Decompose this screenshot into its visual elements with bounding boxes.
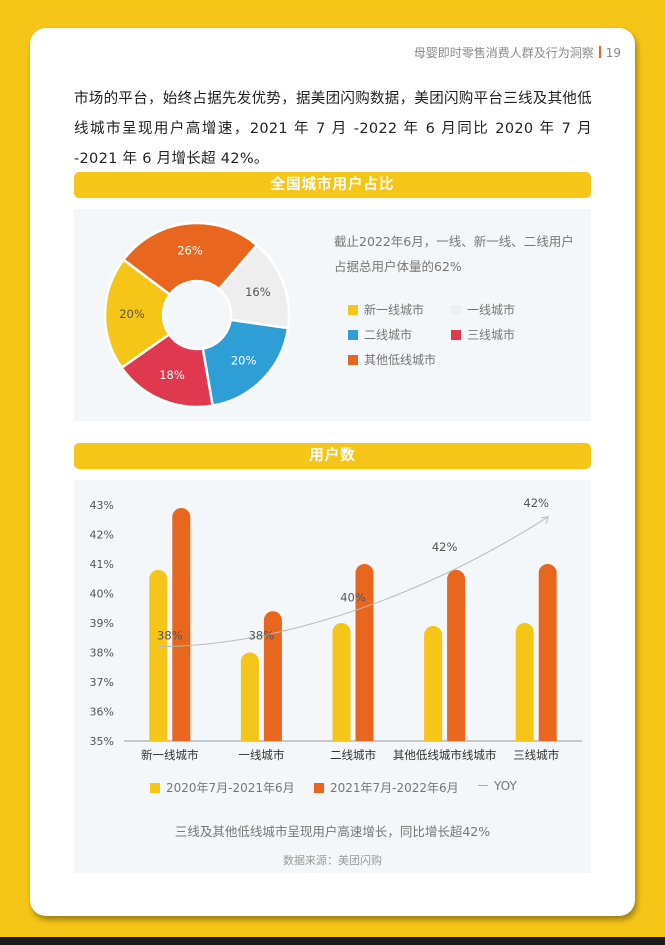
bar-panel: 43% 42% 41% 40% 39% 38% 37% 36% 35% 新一线城市 一线城市 二线城市…: [74, 480, 591, 873]
section-banner-city-share: 全国城市用户占比: [74, 172, 591, 198]
pie-legend-item: 其他低线城市: [348, 351, 436, 368]
legend-label: 一线城市: [467, 303, 516, 317]
page-bottom-border: [0, 937, 665, 945]
pie-legend-item: 二线城市: [348, 326, 412, 343]
bar: [240, 652, 259, 741]
pie-slice: [201, 318, 290, 408]
y-tick-label: 36%: [90, 706, 114, 719]
pie-slice-label: 26%: [177, 243, 203, 257]
header-title: 母婴即时零售消费人群及行为洞察: [413, 46, 594, 60]
yoy-label: 40%: [340, 590, 366, 604]
x-tick-label: 三线城市: [513, 748, 559, 762]
legend-label: 其他低线城市: [364, 353, 437, 367]
header-separator: [598, 46, 601, 58]
y-tick-label: 43%: [90, 499, 114, 512]
y-tick-label: 40%: [90, 588, 114, 601]
pie-legend-item: 三线城市: [451, 326, 515, 343]
pie-slice-label: 20%: [119, 307, 145, 321]
legend-label: 三线城市: [467, 328, 516, 342]
intro-paragraph: 市场的平台，始终占据先发优势，据美团闪购数据，美团闪购平台三线及其他低线城市呈现…: [74, 91, 592, 167]
y-tick-label: 42%: [90, 529, 114, 542]
legend-label: 2020年7月-2021年6月: [166, 781, 295, 795]
pie-panel: 20% 26% 16% 20% 18% 截止2022年6月，一线、新一线、二线用户占据总…: [74, 209, 591, 421]
legend-swatch: [451, 330, 461, 340]
bar: [149, 569, 168, 741]
y-tick-label: 35%: [90, 735, 114, 748]
pie-slice: [121, 221, 259, 297]
legend-label: 2021年7月-2022年6月: [330, 781, 459, 795]
legend-swatch: [348, 305, 358, 315]
yoy-arrowhead: [541, 516, 549, 524]
page-card: 母婴即时零售消费人群及行为洞察 19 市场的平台，始终占据先发优势，据美团闪购数据…: [30, 28, 635, 916]
legend-swatch: [348, 355, 358, 365]
bar: [263, 611, 282, 741]
legend-label: YOY: [494, 779, 517, 793]
page-number: 19: [605, 46, 621, 60]
pie-slice-label: 20%: [231, 353, 257, 367]
data-source: 数据来源：美团闪购: [283, 854, 382, 867]
bar: [515, 623, 534, 741]
bar-chart: 43% 42% 41% 40% 39% 38% 37% 36% 35% 新一线城市 一线城市 二线城市…: [90, 496, 582, 762]
y-tick-label: 39%: [90, 617, 114, 630]
pie-slice: [119, 332, 215, 409]
pie-chart: 20% 26% 16% 20% 18%: [103, 221, 291, 409]
legend-swatch: [451, 305, 461, 315]
bar-legend-yoy: YOY: [478, 779, 517, 793]
yoy-label: 42%: [523, 496, 549, 510]
x-tick-label: 新一线城市: [141, 748, 199, 762]
x-tick-label: 一线城市: [238, 748, 284, 762]
legend-swatch: [314, 783, 324, 793]
legend-swatch: [150, 783, 160, 793]
y-tick-label: 41%: [90, 558, 114, 571]
running-head: 母婴即时零售消费人群及行为洞察 19: [414, 44, 621, 61]
bar-caption: 三线及其他低线城市呈现用户高速增长，同比增长超42%: [174, 824, 491, 839]
legend-line: [478, 785, 488, 786]
x-tick-label: 其他低线城市线城市: [393, 748, 497, 762]
bar: [172, 507, 191, 741]
bar-legend-series2: 2021年7月-2022年6月: [314, 779, 459, 796]
yoy-line: [157, 516, 549, 648]
pie-legend-item: 新一线城市: [348, 301, 424, 318]
legend-label: 二线城市: [364, 328, 413, 342]
legend-label: 新一线城市: [364, 303, 425, 317]
x-tick-label: 二线城市: [330, 748, 376, 762]
pie-slice: [103, 257, 172, 370]
pie-note: 截止2022年6月，一线、新一线、二线用户占据总用户体量的62%: [334, 234, 574, 274]
bar: [447, 569, 466, 741]
y-tick-label: 38%: [90, 647, 114, 660]
section-banner-users: 用户数: [74, 443, 591, 469]
pie-legend-item: 一线城市: [451, 301, 515, 318]
bar: [424, 625, 443, 741]
bar: [538, 564, 557, 741]
legend-swatch: [348, 330, 358, 340]
yoy-label: 38%: [157, 629, 183, 643]
yoy-label: 38%: [249, 629, 275, 643]
y-tick-label: 37%: [90, 676, 114, 689]
pie-slice-label: 16%: [245, 285, 271, 299]
bar-legend-series1: 2020年7月-2021年6月: [150, 779, 295, 796]
pie-slice-label: 18%: [159, 368, 185, 382]
bar: [332, 623, 351, 741]
yoy-label: 42%: [432, 540, 458, 554]
